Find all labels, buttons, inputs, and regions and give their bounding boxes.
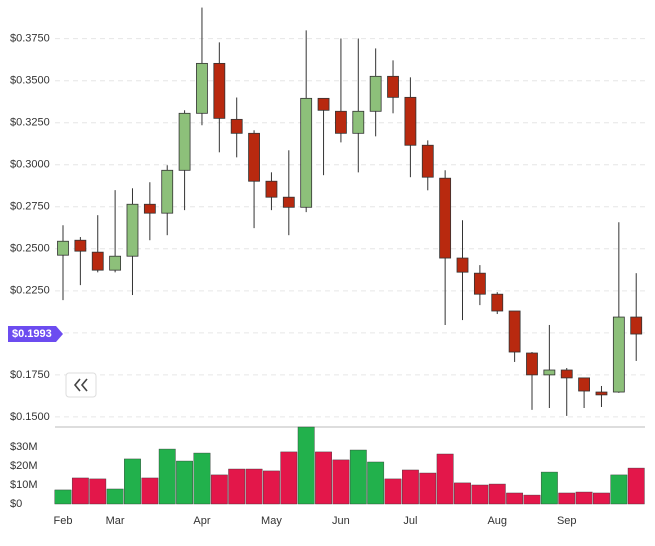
volume-bar — [384, 478, 402, 505]
x-tick-label: Mar — [106, 515, 125, 527]
volume-bar — [228, 468, 246, 505]
volume-bar — [540, 471, 558, 505]
volume-bar — [89, 478, 107, 505]
candle-body — [282, 196, 295, 208]
volume-bar — [627, 467, 645, 505]
y-tick-label: $10M — [10, 479, 38, 491]
volume-bar — [54, 489, 72, 505]
volume-bar — [280, 451, 298, 505]
candle-body — [196, 62, 208, 114]
candle-body — [265, 180, 278, 198]
y-tick-label: $20M — [10, 460, 38, 472]
y-tick-label: $0.2250 — [10, 285, 50, 297]
candle-body — [178, 112, 191, 171]
last-price-label: $0.1993 — [12, 328, 52, 340]
y-tick-label: $0.1750 — [10, 369, 50, 381]
x-tick-label: Jul — [403, 515, 417, 527]
volume-bar — [367, 461, 385, 505]
candle-body — [230, 118, 243, 134]
chevrons-icon[interactable] — [73, 378, 88, 392]
volume-bar — [558, 492, 576, 505]
x-tick-label: May — [261, 515, 282, 527]
volume-bar — [523, 494, 541, 505]
collapse-button[interactable] — [65, 372, 97, 398]
candle-body — [595, 391, 608, 396]
volume-bar — [436, 453, 454, 505]
candle-body — [213, 62, 226, 119]
candle-body — [578, 377, 590, 392]
candle-body — [143, 203, 156, 214]
volume-bar — [454, 482, 471, 505]
volume-bar — [106, 488, 124, 505]
candle-body — [473, 272, 486, 295]
candle-body — [109, 255, 122, 271]
candle-body — [317, 97, 330, 111]
x-tick-label: Jun — [332, 515, 350, 527]
candle-body — [74, 239, 87, 252]
volume-bar — [593, 492, 610, 505]
volume-bar — [610, 474, 628, 505]
volume-bar — [176, 460, 193, 505]
candle-body — [491, 293, 504, 312]
volume-bar — [158, 448, 176, 505]
candle-body — [248, 132, 260, 182]
candle-body — [335, 110, 347, 134]
candle-body — [352, 110, 365, 134]
x-tick-label: Feb — [54, 515, 73, 527]
volume-bar — [575, 491, 593, 505]
volume-bar — [488, 483, 506, 505]
volume-bar — [245, 468, 263, 505]
candle-body — [612, 316, 625, 393]
x-tick-label: Apr — [193, 515, 210, 527]
y-tick-label: $0.3250 — [10, 117, 50, 129]
candle-body — [404, 96, 417, 146]
y-tick-label: $0.3750 — [10, 33, 50, 45]
candle-body — [456, 257, 469, 273]
candle-body — [387, 75, 399, 98]
volume-bar — [506, 492, 524, 505]
volume-bar — [124, 458, 141, 505]
volume-bar — [419, 472, 437, 505]
volume-bar — [332, 459, 350, 505]
candle-body — [630, 316, 643, 335]
y-tick-label: $0 — [10, 498, 22, 510]
volume-bar — [402, 469, 419, 505]
volume-bar — [141, 477, 159, 505]
volume-bar — [263, 470, 280, 505]
candle-body — [508, 310, 521, 353]
candle-body — [526, 352, 538, 376]
y-tick-label: $0.2750 — [10, 201, 50, 213]
y-tick-label: $0.3000 — [10, 159, 50, 171]
candle-body — [126, 203, 139, 257]
candle-body — [439, 177, 452, 259]
volume-bar — [297, 426, 315, 505]
volume-bar — [349, 449, 367, 505]
volume-bar — [193, 452, 211, 505]
last-price-tag — [8, 326, 63, 343]
candle-body — [161, 169, 174, 214]
y-tick-label: $30M — [10, 441, 38, 453]
y-tick-label: $0.3500 — [10, 75, 50, 87]
volume-bar — [210, 474, 228, 505]
candle-body — [91, 251, 104, 271]
x-tick-label: Sep — [557, 515, 577, 527]
volume-bar — [71, 477, 89, 505]
y-tick-label: $0.2500 — [10, 243, 50, 255]
candle-body — [300, 97, 313, 208]
candle-body — [369, 75, 382, 112]
candle-body — [543, 369, 556, 376]
volume-bar — [315, 451, 332, 505]
y-tick-label: $0.1500 — [10, 411, 50, 423]
candle-body — [560, 369, 573, 379]
candle-body — [57, 240, 69, 256]
x-tick-label: Aug — [487, 515, 507, 527]
candle-body — [421, 144, 434, 178]
volume-bar — [471, 484, 489, 505]
